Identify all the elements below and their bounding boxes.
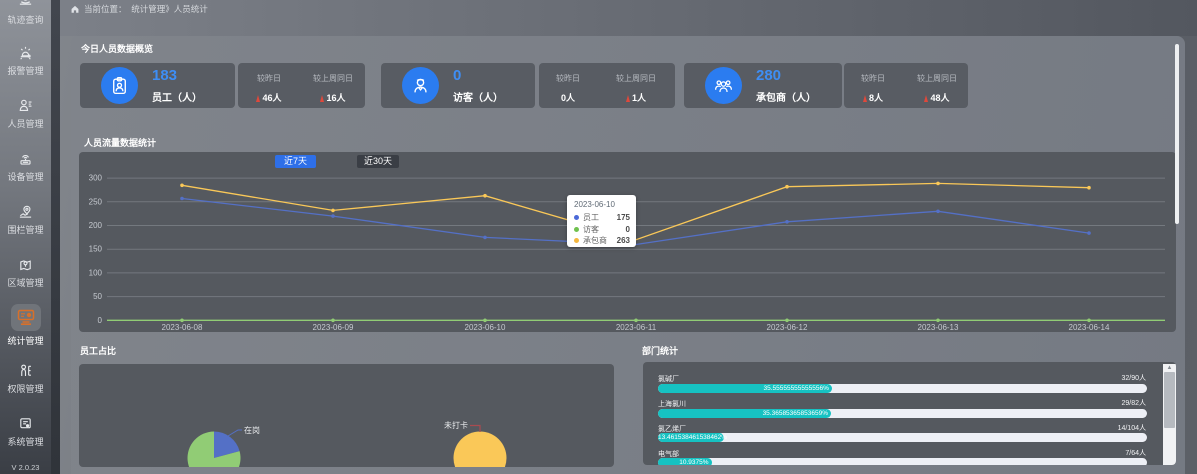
- svg-text:在岗: 在岗: [244, 425, 260, 435]
- svg-text:50: 50: [93, 292, 102, 301]
- svg-text:2023-06-13: 2023-06-13: [918, 323, 959, 332]
- svg-text:2023-06-09: 2023-06-09: [313, 323, 354, 332]
- svg-text:150: 150: [89, 245, 103, 254]
- svg-text:未打卡: 未打卡: [444, 420, 468, 430]
- svg-text:2023-06-10: 2023-06-10: [465, 323, 506, 332]
- svg-text:2023-06-12: 2023-06-12: [767, 323, 808, 332]
- svg-text:250: 250: [89, 197, 103, 206]
- svg-text:2023-06-08: 2023-06-08: [162, 323, 203, 332]
- svg-text:2023-06-11: 2023-06-11: [616, 323, 657, 332]
- svg-text:200: 200: [89, 221, 103, 230]
- svg-text:300: 300: [89, 174, 103, 183]
- svg-text:100: 100: [89, 268, 103, 277]
- svg-text:2023-06-14: 2023-06-14: [1069, 323, 1110, 332]
- svg-text:0: 0: [98, 316, 103, 325]
